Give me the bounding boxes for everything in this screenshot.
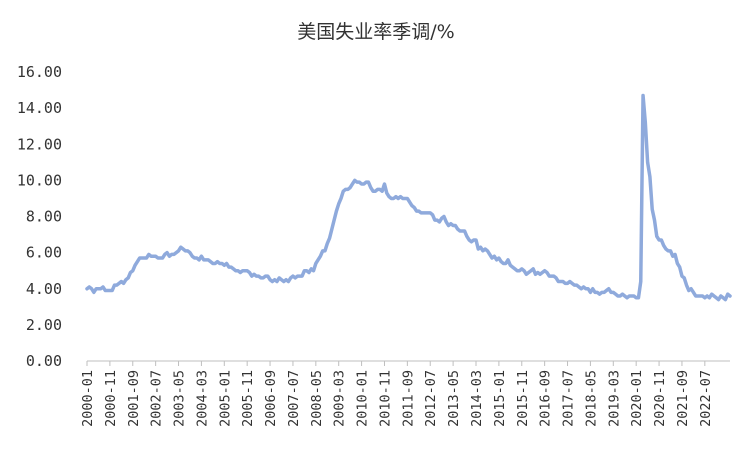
x-tick-label: 2016-09 [538, 370, 554, 427]
x-tick-label: 2021-09 [675, 370, 691, 427]
chart-title: 美国失业率季调/% [297, 21, 454, 43]
x-tick-label: 2010-11 [377, 370, 393, 427]
series-line-unemployment-rate [85, 93, 732, 302]
x-tick-label: 2005-11 [240, 370, 256, 427]
axes: 0.00 2.00 4.00 6.00 8.00 10.00 12.00 14.00 16.00… [17, 63, 730, 427]
x-tick-label: 2001-09 [126, 370, 142, 427]
y-tick-label: 16.00 [17, 63, 62, 81]
x-tick-label: 2019-03 [606, 370, 622, 427]
x-tick-label: 2007-07 [286, 370, 302, 427]
x-tick-label: 2003-05 [172, 370, 188, 427]
x-tick-label: 2018-05 [583, 370, 599, 427]
x-tick-label: 2000-11 [103, 370, 119, 427]
x-tick-label: 2005-01 [217, 370, 233, 427]
plot-area [85, 93, 732, 302]
x-tick-label: 2017-07 [561, 370, 577, 427]
x-tick-label: 2022-07 [698, 370, 714, 427]
x-tick-label: 2000-01 [80, 370, 96, 427]
x-tick-label: 2013-05 [446, 370, 462, 427]
x-tick-label: 2004-03 [194, 370, 210, 427]
y-tick-label: 8.00 [26, 208, 62, 226]
x-tick-label: 2020-11 [652, 370, 668, 427]
x-tick-label: 2011-09 [400, 370, 416, 427]
x-tick-label: 2020-01 [629, 370, 645, 427]
y-tick-label: 12.00 [17, 135, 62, 153]
x-tick-label: 2015-11 [515, 370, 531, 427]
x-tick-label: 2010-01 [355, 370, 371, 427]
x-tick-label: 2012-07 [423, 370, 439, 427]
x-tick-label: 2009-03 [332, 370, 348, 427]
x-tick-label: 2015-01 [492, 370, 508, 427]
y-tick-label: 2.00 [26, 316, 62, 334]
y-tick-label: 6.00 [26, 244, 62, 262]
y-tick-label: 10.00 [17, 171, 62, 189]
y-tick-label: 0.00 [26, 352, 62, 370]
x-tick-label: 2002-07 [149, 370, 165, 427]
y-tick-label: 14.00 [17, 99, 62, 117]
x-tick-label: 2014-03 [469, 370, 485, 427]
x-tick-label: 2008-05 [309, 370, 325, 427]
x-tick-label: 2006-09 [263, 370, 279, 427]
y-tick-label: 4.00 [26, 280, 62, 298]
